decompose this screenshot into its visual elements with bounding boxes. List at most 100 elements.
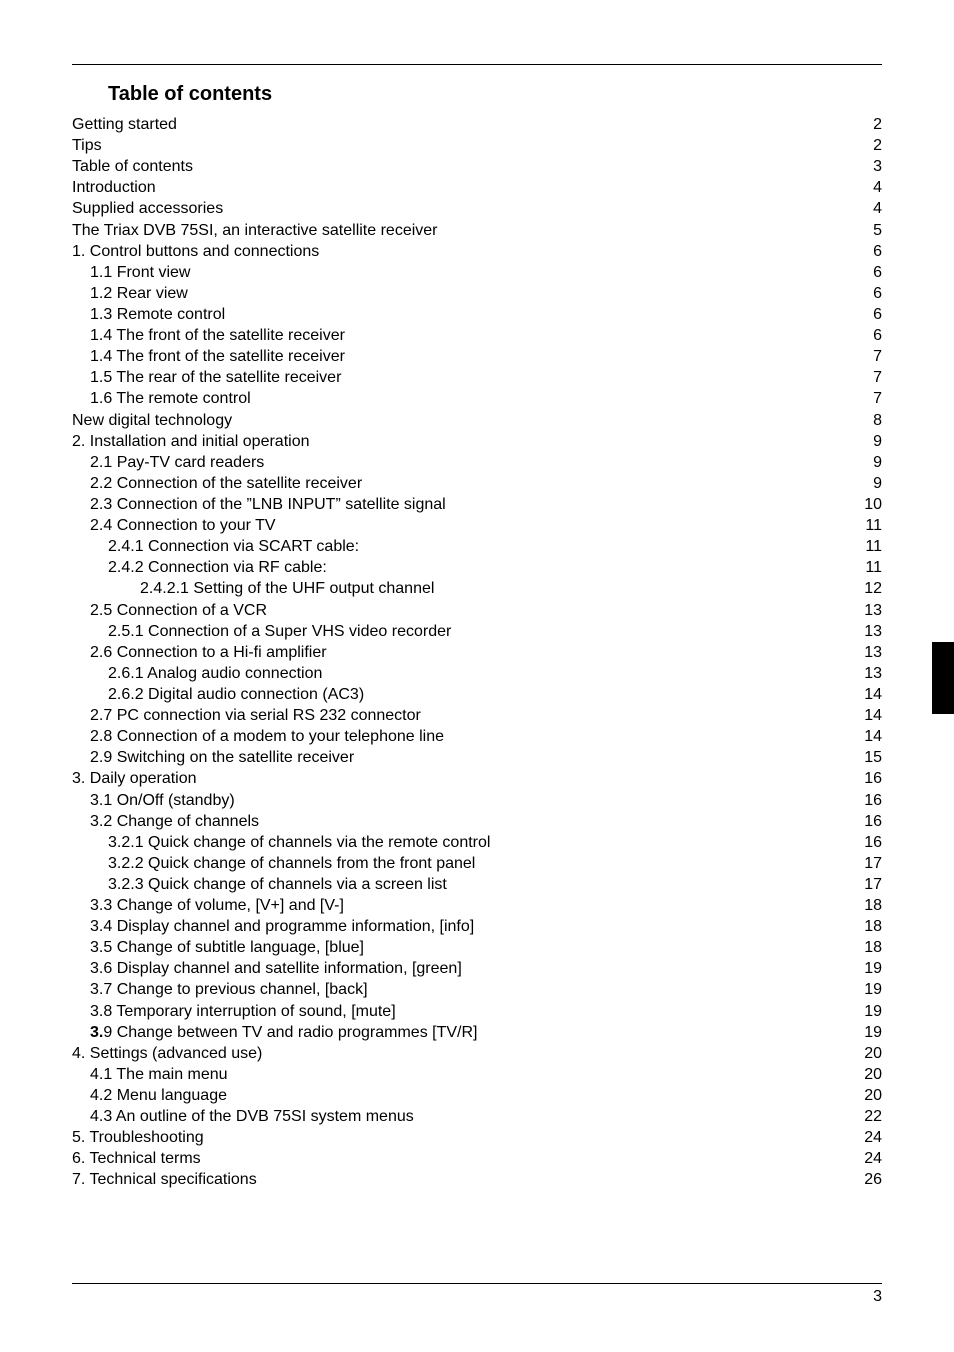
toc-entry-label: 3.9 Change between TV and radio programm… bbox=[90, 1022, 477, 1043]
toc-entry: 4. Settings (advanced use)20 bbox=[72, 1043, 882, 1064]
toc-entry-label: 3.5 Change of subtitle language, [blue] bbox=[90, 937, 364, 958]
toc-entry-page: 22 bbox=[864, 1106, 882, 1127]
toc-entry-label: The Triax DVB 75SI, an interactive satel… bbox=[72, 220, 438, 241]
toc-entry: 4.2 Menu language20 bbox=[90, 1085, 882, 1106]
toc-entry-label: Getting started bbox=[72, 114, 177, 135]
toc-entry-label: 7. Technical specifications bbox=[72, 1169, 257, 1190]
toc-entry-page: 16 bbox=[864, 790, 882, 811]
toc-entry-page: 13 bbox=[864, 642, 882, 663]
toc-title: Table of contents bbox=[108, 83, 882, 106]
toc-entry-page: 7 bbox=[873, 388, 882, 409]
toc-entry: 3.5 Change of subtitle language, [blue] 1… bbox=[90, 937, 882, 958]
toc-entry-page: 20 bbox=[864, 1085, 882, 1106]
toc-entry-page: 10 bbox=[864, 494, 882, 515]
toc-entry-page: 11 bbox=[865, 557, 882, 578]
page-body: Table of contents Getting started2Tips2T… bbox=[0, 0, 954, 1352]
toc-entry: 4.1 The main menu20 bbox=[90, 1064, 882, 1085]
toc-entry: 1.3 Remote control6 bbox=[90, 304, 882, 325]
toc-entry: 3.2.1 Quick change of channels via the r… bbox=[108, 832, 882, 853]
toc-entry-page: 15 bbox=[864, 747, 882, 768]
toc-entry-page: 20 bbox=[864, 1043, 882, 1064]
toc-entry: 1.2 Rear view6 bbox=[90, 283, 882, 304]
toc-entry-page: 7 bbox=[873, 367, 882, 388]
toc-entry-page: 14 bbox=[864, 705, 882, 726]
toc-entry-label: 1. Control buttons and connections bbox=[72, 241, 319, 262]
toc-entry-label: 1.5 The rear of the satellite receiver bbox=[90, 367, 341, 388]
toc-entry: 2.5.1 Connection of a Super VHS video re… bbox=[108, 621, 882, 642]
toc-list: Getting started2Tips2Table of contents3I… bbox=[72, 114, 882, 1191]
toc-entry-label: 1.4 The front of the satellite receiver bbox=[90, 346, 345, 367]
footer-rule bbox=[72, 1283, 882, 1284]
toc-entry: Table of contents3 bbox=[72, 156, 882, 177]
toc-entry-page: 18 bbox=[864, 937, 882, 958]
toc-entry-page: 11 bbox=[865, 515, 882, 536]
toc-entry-page: 19 bbox=[864, 1001, 882, 1022]
toc-entry-label: 3.1 On/Off (standby) bbox=[90, 790, 235, 811]
toc-entry: 3.6 Display channel and satellite inform… bbox=[90, 958, 882, 979]
toc-entry: Getting started2 bbox=[72, 114, 882, 135]
toc-entry: The Triax DVB 75SI, an interactive satel… bbox=[72, 220, 882, 241]
toc-entry: 3.7 Change to previous channel, [back]19 bbox=[90, 979, 882, 1000]
toc-entry-label: 2.8 Connection of a modem to your teleph… bbox=[90, 726, 444, 747]
toc-entry-page: 6 bbox=[873, 241, 882, 262]
toc-entry-label: 6. Technical terms bbox=[72, 1148, 201, 1169]
toc-entry-label: Tips bbox=[72, 135, 102, 156]
toc-entry: Tips2 bbox=[72, 135, 882, 156]
toc-entry: 2.4.2 Connection via RF cable: 11 bbox=[108, 557, 882, 578]
top-rule bbox=[72, 64, 882, 65]
toc-entry: 3. Daily operation16 bbox=[72, 768, 882, 789]
toc-entry-label: 3.2.2 Quick change of channels from the … bbox=[108, 853, 475, 874]
toc-entry-label: 2.2 Connection of the satellite receiver bbox=[90, 473, 362, 494]
toc-entry-label: 3.2 Change of channels bbox=[90, 811, 259, 832]
toc-entry-page: 24 bbox=[864, 1127, 882, 1148]
toc-entry-page: 24 bbox=[864, 1148, 882, 1169]
toc-entry-label: 2.7 PC connection via serial RS 232 conn… bbox=[90, 705, 421, 726]
toc-entry-label: 1.1 Front view bbox=[90, 262, 190, 283]
toc-entry-page: 9 bbox=[873, 431, 882, 452]
toc-entry: 3.3 Change of volume, [V+] and [V-]18 bbox=[90, 895, 882, 916]
toc-entry-label: 1.4 The front of the satellite receiver bbox=[90, 325, 345, 346]
toc-entry-label: 3.3 Change of volume, [V+] and [V-] bbox=[90, 895, 344, 916]
toc-entry-label: 2.6.1 Analog audio connection bbox=[108, 663, 322, 684]
toc-entry-page: 19 bbox=[864, 958, 882, 979]
toc-entry-label: 3.4 Display channel and programme inform… bbox=[90, 916, 474, 937]
toc-entry-page: 7 bbox=[873, 346, 882, 367]
toc-entry-label: 2.4.2 Connection via RF cable: bbox=[108, 557, 327, 578]
toc-entry-page: 11 bbox=[865, 536, 882, 557]
toc-entry-label: Introduction bbox=[72, 177, 156, 198]
toc-entry-page: 14 bbox=[864, 684, 882, 705]
toc-entry-label: 2.5 Connection of a VCR bbox=[90, 600, 267, 621]
toc-entry-label: 2.9 Switching on the satellite receiver bbox=[90, 747, 354, 768]
toc-entry-page: 8 bbox=[873, 410, 882, 431]
toc-entry-page: 17 bbox=[864, 853, 882, 874]
toc-entry-label: 3. Daily operation bbox=[72, 768, 197, 789]
toc-entry-label: 2.5.1 Connection of a Super VHS video re… bbox=[108, 621, 451, 642]
toc-entry: 3.2 Change of channels 16 bbox=[90, 811, 882, 832]
toc-entry-page: 17 bbox=[864, 874, 882, 895]
toc-entry: 2.8 Connection of a modem to your teleph… bbox=[90, 726, 882, 747]
toc-entry: 2.4 Connection to your TV11 bbox=[90, 515, 882, 536]
toc-entry-label: 2. Installation and initial operation bbox=[72, 431, 310, 452]
toc-entry-page: 12 bbox=[864, 578, 882, 599]
toc-entry: 1.1 Front view6 bbox=[90, 262, 882, 283]
toc-entry-page: 16 bbox=[864, 811, 882, 832]
toc-entry: 2. Installation and initial operation 9 bbox=[72, 431, 882, 452]
toc-entry: Introduction4 bbox=[72, 177, 882, 198]
toc-entry: 3.9 Change between TV and radio programm… bbox=[90, 1022, 882, 1043]
toc-entry: 4.3 An outline of the DVB 75SI system me… bbox=[90, 1106, 882, 1127]
toc-entry-label: 3.6 Display channel and satellite inform… bbox=[90, 958, 462, 979]
toc-entry: 3.2.2 Quick change of channels from the … bbox=[108, 853, 882, 874]
toc-entry-label: 2.1 Pay-TV card readers bbox=[90, 452, 264, 473]
toc-entry-label: Table of contents bbox=[72, 156, 193, 177]
toc-entry-page: 14 bbox=[864, 726, 882, 747]
toc-entry: 2.6.1 Analog audio connection13 bbox=[108, 663, 882, 684]
toc-entry-label: 5. Troubleshooting bbox=[72, 1127, 204, 1148]
toc-entry-page: 5 bbox=[873, 220, 882, 241]
toc-entry-page: 26 bbox=[864, 1169, 882, 1190]
page-number: 3 bbox=[72, 1288, 882, 1306]
toc-entry-page: 9 bbox=[873, 473, 882, 494]
toc-entry-label: 1.3 Remote control bbox=[90, 304, 225, 325]
toc-entry: 1.5 The rear of the satellite receiver 7 bbox=[90, 367, 882, 388]
footer: 3 bbox=[72, 1283, 882, 1306]
toc-entry-label: 2.6.2 Digital audio connection (AC3) bbox=[108, 684, 364, 705]
